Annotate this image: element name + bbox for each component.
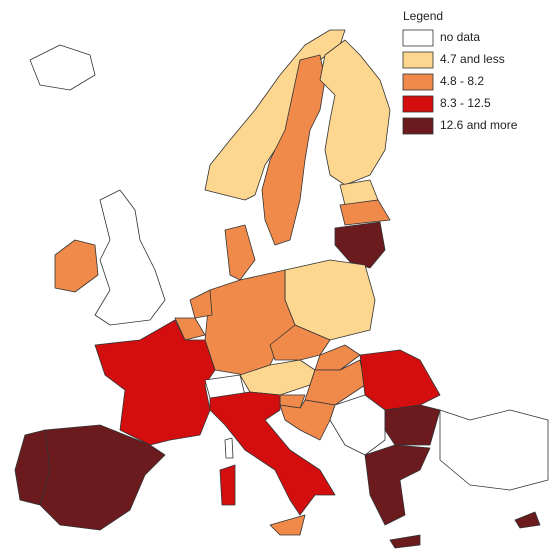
latvia xyxy=(339,199,391,226)
balkans xyxy=(329,394,386,456)
iceland xyxy=(29,44,96,91)
bulgaria xyxy=(384,404,441,446)
legend-swatch xyxy=(402,51,434,69)
denmark xyxy=(224,224,256,281)
ireland xyxy=(54,239,99,293)
slovakia xyxy=(314,344,361,371)
legend-label: 8.3 - 12.5 xyxy=(440,96,491,110)
legend-swatch xyxy=(402,73,434,91)
finland xyxy=(319,39,391,186)
legend-title: Legend xyxy=(403,9,443,23)
croatia xyxy=(279,399,336,441)
countries xyxy=(14,29,549,549)
united-kingdom xyxy=(94,189,166,326)
cyprus xyxy=(514,511,541,529)
lithuania xyxy=(334,221,386,269)
corsica xyxy=(224,437,234,459)
sicily xyxy=(269,514,306,536)
legend-label: 12.6 and more xyxy=(440,118,518,132)
legend-label: no data xyxy=(440,30,480,44)
greece xyxy=(364,444,431,526)
netherlands xyxy=(189,289,213,319)
legend-swatch xyxy=(402,117,434,135)
sardinia xyxy=(219,464,236,506)
legend-swatch xyxy=(402,29,434,47)
crete xyxy=(389,534,421,549)
france xyxy=(94,319,216,446)
legend-swatch xyxy=(402,95,434,113)
legend-label: 4.8 - 8.2 xyxy=(440,74,484,88)
turkey xyxy=(439,409,549,491)
legend: Legend no data 4.7 and less 4.8 - 8.2 8.3 -… xyxy=(402,9,518,135)
sweden xyxy=(261,54,326,246)
italy xyxy=(209,391,336,516)
legend-label: 4.7 and less xyxy=(440,52,505,66)
portugal xyxy=(14,429,51,506)
